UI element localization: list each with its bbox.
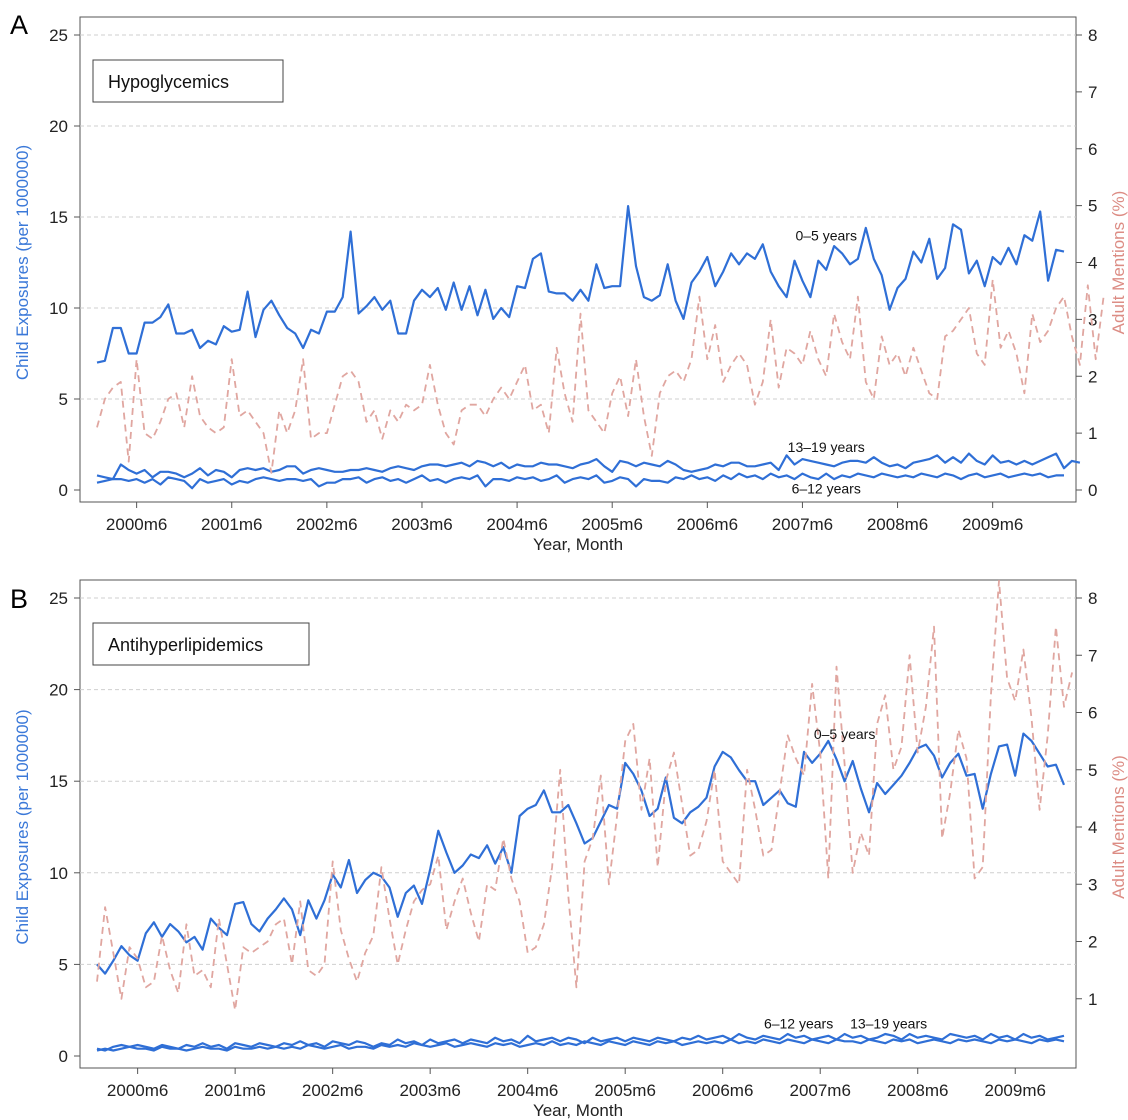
y-tick-label: 20: [49, 681, 68, 700]
plot-frame: [79, 579, 1077, 1069]
x-axis-title: Year, Month: [533, 535, 623, 554]
y2-tick-label: 4: [1088, 818, 1097, 837]
x-tick-label: 2004m6: [486, 515, 547, 534]
y2-tick-label: 1: [1088, 990, 1097, 1009]
y-tick-label: 20: [49, 117, 68, 136]
legend-box: [92, 622, 310, 666]
series-annotation: 13–19 years: [788, 439, 865, 455]
y2-tick-label: 8: [1088, 589, 1097, 608]
chart-hypoglycemics: 0 5 10 15 20 25 0 1 2 3 4 5 6 7 8 2000m6 2001m6 2002m6 200…: [13, 16, 1128, 554]
y-tick-label: 5: [59, 390, 68, 409]
x-tick-label: 2008m6: [887, 1081, 948, 1100]
series-annotation: 0–5 years: [795, 228, 856, 244]
x-tick-label: 2001m6: [201, 515, 262, 534]
y2-tick-label: 8: [1088, 26, 1097, 45]
plot-frame: [79, 16, 1077, 503]
y2-tick-label: 1: [1088, 424, 1097, 443]
series-line-2: [96, 1038, 1065, 1052]
series-line-1: [96, 452, 1081, 481]
y-tick-label: 10: [49, 299, 68, 318]
y2-tick-label: 6: [1088, 140, 1097, 159]
x-tick-label: 2005m6: [581, 515, 642, 534]
y2-tick-label: 5: [1088, 197, 1097, 216]
y2-tick-label: 3: [1088, 875, 1097, 894]
y2-tick-label: 6: [1088, 704, 1097, 723]
y2-axis-title: Adult Mentions (%): [1109, 191, 1128, 335]
y2-tick-label: 3: [1088, 310, 1097, 329]
y-tick-label: 0: [59, 1047, 68, 1066]
x-tick-label: 2009m6: [985, 1081, 1046, 1100]
y-tick-label: 25: [49, 589, 68, 608]
legend-title: Hypoglycemics: [108, 72, 229, 92]
y2-tick-label: 5: [1088, 761, 1097, 780]
y-tick-label: 10: [49, 864, 68, 883]
panel-letter-b: B: [10, 584, 29, 614]
x-tick-label: 2003m6: [391, 515, 452, 534]
x-tick-label: 2004m6: [497, 1081, 558, 1100]
x-tick-label: 2007m6: [772, 515, 833, 534]
y2-tick-label: 2: [1088, 367, 1097, 386]
x-tick-label: 2002m6: [296, 515, 357, 534]
legend-box: [92, 59, 284, 103]
y2-axis-title: Adult Mentions (%): [1109, 755, 1128, 899]
legend-title: Antihyperlipidemics: [108, 635, 263, 655]
series-annotation: 6–12 years: [764, 1016, 833, 1032]
series-line-2: [96, 472, 1064, 490]
series-line-3: [96, 579, 1073, 1012]
chart-antihyperlipidemics: 0 5 10 15 20 25 1 2 3 4 5 6 7 8 2000m6 2001m6 2002m6 2003…: [13, 579, 1128, 1120]
y2-tick-label: 7: [1088, 646, 1097, 665]
x-tick-label: 2001m6: [204, 1081, 265, 1100]
x-tick-label: 2009m6: [962, 515, 1023, 534]
y-axis-title: Child Exposures (per 1000000): [13, 709, 32, 944]
y-tick-label: 5: [59, 955, 68, 974]
x-tick-label: 2007m6: [789, 1081, 850, 1100]
y2-tick-label: 0: [1088, 481, 1097, 500]
y-tick-label: 25: [49, 26, 68, 45]
x-tick-label: 2003m6: [399, 1081, 460, 1100]
series-annotation: 13–19 years: [850, 1016, 927, 1032]
y-tick-label: 0: [59, 481, 68, 500]
y2-tick-label: 2: [1088, 933, 1097, 952]
series-annotation: 0–5 years: [814, 726, 875, 742]
series-annotation: 6–12 years: [792, 481, 861, 497]
series-line-3: [96, 278, 1105, 474]
x-tick-label: 2008m6: [867, 515, 928, 534]
series-line-1: [96, 1032, 1065, 1052]
y-tick-label: 15: [49, 772, 68, 791]
y-tick-label: 15: [49, 208, 68, 227]
x-tick-label: 2000m6: [107, 1081, 168, 1100]
x-tick-label: 2005m6: [594, 1081, 655, 1100]
y2-tick-label: 7: [1088, 83, 1097, 102]
y2-tick-label: 4: [1088, 254, 1097, 273]
panel-letter-a: A: [10, 10, 29, 40]
x-tick-label: 2006m6: [677, 515, 738, 534]
x-tick-label: 2006m6: [692, 1081, 753, 1100]
x-tick-label: 2002m6: [302, 1081, 363, 1100]
x-tick-label: 2000m6: [106, 515, 167, 534]
y-axis-title: Child Exposures (per 1000000): [13, 145, 32, 380]
series-line-0: [96, 205, 1065, 364]
series-line-0: [96, 732, 1066, 975]
x-axis-title: Year, Month: [533, 1101, 623, 1120]
